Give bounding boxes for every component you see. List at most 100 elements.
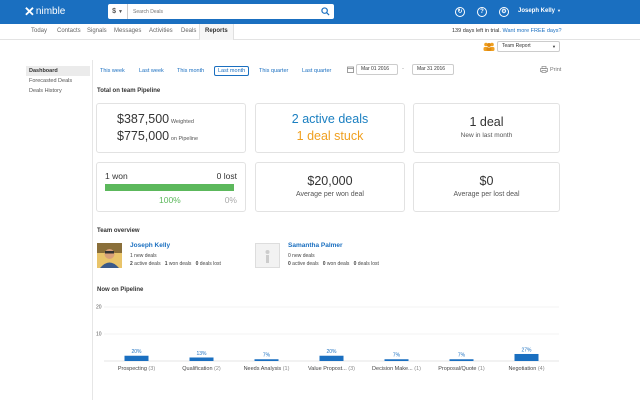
avatar-joseph-kelly[interactable]: [97, 243, 122, 268]
lost-percentage: 0%: [224, 195, 237, 205]
avg-lost-card: $0 Average per lost deal: [413, 162, 560, 212]
tab-deals[interactable]: Deals: [181, 28, 197, 34]
member-name-link[interactable]: Samantha Palmer: [288, 242, 343, 249]
user-photo-icon: [97, 243, 122, 268]
bar-percentage-label: 20%: [326, 349, 337, 355]
won-progress-bar: [105, 184, 234, 191]
chart-title: Now on Pipeline: [97, 287, 144, 293]
tab-messages[interactable]: Messages: [114, 28, 142, 34]
period-this-quarter[interactable]: This quarter: [259, 68, 289, 74]
date-to-field[interactable]: Mar 31 2016: [412, 64, 454, 75]
printer-icon: [540, 66, 548, 73]
avg-lost-label: Average per lost deal: [453, 191, 520, 198]
won-count: 0: [322, 261, 326, 267]
won-count: 1: [164, 261, 168, 267]
team-select-value: Team Report: [502, 43, 531, 49]
chart-bar[interactable]: [254, 359, 279, 361]
chart-bar[interactable]: [189, 357, 214, 361]
nimble-logo[interactable]: ✕ nimble: [24, 5, 65, 19]
new-deals-label: New in last month: [460, 132, 513, 139]
chart-bar[interactable]: [124, 355, 149, 361]
lost-label: deals lost: [357, 261, 379, 267]
chart-bar[interactable]: [514, 353, 539, 361]
stage-count: (2): [212, 366, 221, 372]
period-this-week[interactable]: This week: [100, 68, 125, 74]
sidebar-item-dashboard[interactable]: Dashboard: [26, 66, 90, 76]
pipeline-label: on Pipeline: [170, 136, 199, 142]
active-deals-count[interactable]: 2 active deals: [291, 112, 369, 126]
search-icon[interactable]: [321, 7, 330, 16]
member-name-link[interactable]: Joseph Kelly: [130, 242, 171, 249]
settings-icon[interactable]: ⚙: [499, 7, 509, 17]
stage-label: Negotiation (4): [508, 366, 544, 372]
tab-activities[interactable]: Activities: [149, 28, 173, 34]
search-type-dropdown[interactable]: $ ▼: [108, 4, 128, 19]
member-stats: 2 active deals 1 won deals 0 deals lost: [130, 261, 221, 267]
stage-label: Decision Make... (1): [372, 366, 421, 372]
date-from-field[interactable]: Mar 01 2016: [356, 64, 398, 75]
tab-contacts[interactable]: Contacts: [57, 28, 81, 34]
weighted-line: $387,500 Weighted: [97, 112, 245, 126]
team-report-select[interactable]: Team Report ▼: [497, 41, 560, 52]
stage-count: (3): [346, 366, 355, 372]
lost-count: 0: [195, 261, 199, 267]
help-icon[interactable]: ?: [477, 7, 487, 17]
currency-symbol: $: [112, 8, 116, 15]
y-tick-label: 10: [96, 332, 102, 338]
stage-count: (1): [281, 366, 290, 372]
chevron-down-icon: ▼: [117, 8, 123, 15]
stage-name: Qualification: [182, 366, 213, 372]
calendar-icon[interactable]: [347, 66, 354, 73]
chart-bar[interactable]: [449, 359, 474, 361]
main-nav: Today Contacts Signals Messages Activiti…: [0, 24, 640, 40]
sync-icon[interactable]: ↻: [455, 7, 465, 17]
search-box[interactable]: $ ▼: [108, 4, 334, 19]
stage-count: (1): [476, 366, 485, 372]
user-menu[interactable]: Joseph Kelly ▼: [518, 8, 561, 14]
stage-name: Value Propost...: [308, 366, 347, 372]
stage-label: Proposal/Quote (1): [438, 366, 484, 372]
logo-text: nimble: [35, 6, 66, 17]
free-days-link[interactable]: Want more FREE days?: [502, 28, 562, 34]
avg-won-label: Average per won deal: [296, 191, 364, 198]
print-label: Print: [550, 66, 562, 73]
avg-lost-value: $0: [479, 174, 494, 188]
pipeline-chart: 10 20 20% 13% 7% 20% 7% 7% 27%: [96, 305, 559, 362]
chevron-down-icon: ▼: [557, 8, 561, 13]
stage-name: Needs Analysis: [243, 366, 282, 372]
won-lost-card: 1 won 0 lost 100% 0%: [96, 162, 246, 212]
deals-status-card: 2 active deals 1 deal stuck: [255, 103, 405, 153]
sidebar-item-forecasted-deals[interactable]: Forecasted Deals: [29, 78, 73, 84]
avatar-samantha-palmer[interactable]: [255, 243, 280, 268]
stage-name: Proposal/Quote: [438, 366, 477, 372]
search-input[interactable]: [128, 5, 308, 18]
sidebar-item-deals-history[interactable]: Deals History: [29, 88, 62, 94]
stuck-deals-count[interactable]: 1 deal stuck: [296, 129, 364, 143]
active-count: 0: [288, 261, 291, 267]
reports-sidebar: Dashboard Forecasted Deals Deals History: [26, 66, 90, 96]
stage-label: Prospecting (3): [118, 366, 155, 372]
pipeline-value: $775,000: [117, 129, 170, 143]
bar-percentage-label: 13%: [196, 351, 207, 357]
chart-bar[interactable]: [319, 355, 344, 361]
print-button[interactable]: Print: [540, 66, 561, 73]
stage-label: Value Propost... (3): [308, 366, 355, 372]
placeholder-avatar-icon: [265, 250, 270, 263]
stage-count: (1): [412, 366, 421, 372]
period-last-month[interactable]: Last month: [214, 66, 250, 76]
avg-won-card: $20,000 Average per won deal: [255, 162, 405, 212]
chart-bar[interactable]: [384, 359, 409, 361]
y-tick-label: 20: [96, 305, 102, 311]
period-last-quarter[interactable]: Last quarter: [302, 68, 332, 74]
logo-icon: ✕: [24, 4, 35, 19]
lost-label: deals lost: [199, 261, 221, 267]
period-this-month[interactable]: This month: [177, 68, 205, 74]
tab-today[interactable]: Today: [31, 28, 48, 34]
stage-count: (3): [146, 366, 156, 372]
bar-percentage-label: 27%: [521, 347, 532, 353]
tab-signals[interactable]: Signals: [87, 28, 107, 34]
pipeline-section-title: Total on team Pipeline: [97, 88, 161, 94]
tab-reports[interactable]: Reports: [199, 24, 234, 40]
period-last-week[interactable]: Last week: [139, 68, 164, 74]
won-label: won deals: [168, 261, 192, 267]
